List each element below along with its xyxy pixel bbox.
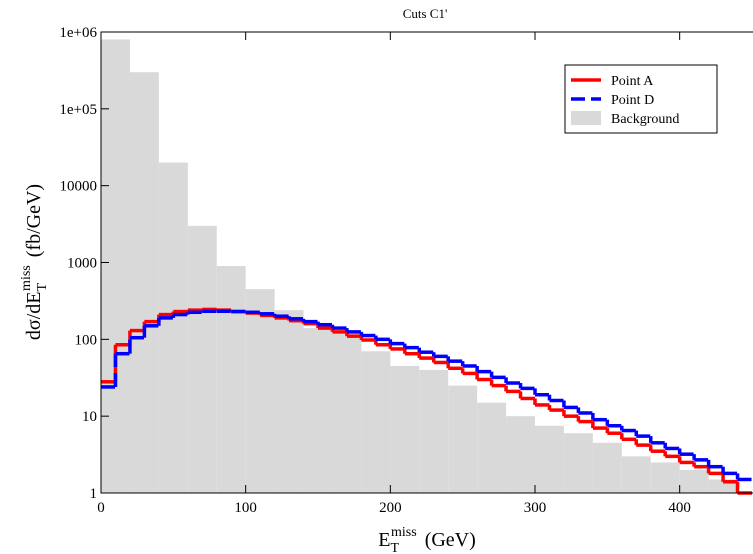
background-bar bbox=[390, 365, 420, 493]
y-tick-label: 1000 bbox=[67, 256, 97, 272]
y-tick-label: 10 bbox=[82, 409, 97, 425]
y-tick-label: 1e+06 bbox=[59, 25, 97, 41]
background-bar bbox=[592, 442, 622, 493]
background-bar bbox=[361, 351, 391, 493]
background-bar bbox=[187, 225, 217, 493]
y-label-sup: miss bbox=[19, 265, 34, 291]
x-tick-label: 300 bbox=[524, 500, 547, 516]
background-bar bbox=[506, 416, 535, 493]
background-bar bbox=[535, 425, 564, 493]
background-bar bbox=[129, 72, 159, 494]
legend-label: Background bbox=[611, 112, 679, 127]
background-bar bbox=[477, 402, 507, 493]
x-label-sub: T bbox=[390, 541, 399, 554]
background-bar bbox=[332, 333, 362, 493]
y-axis-label: dσ/dETmiss (fb/GeV) bbox=[19, 184, 50, 340]
y-tick-label: 1e+05 bbox=[59, 102, 97, 118]
x-label-base: E bbox=[378, 529, 390, 551]
chart-title: Cuts C1' bbox=[403, 6, 448, 21]
x-label-sup: miss bbox=[391, 525, 417, 540]
x-tick-label: 100 bbox=[234, 500, 257, 516]
step-line bbox=[101, 309, 752, 482]
background-bar bbox=[679, 469, 709, 493]
y-label-sub: T bbox=[35, 283, 50, 292]
background-bar bbox=[303, 328, 333, 493]
background-bar bbox=[650, 462, 680, 493]
x-tick-label: 200 bbox=[379, 500, 402, 516]
background-bar bbox=[621, 456, 651, 493]
x-tick-label: 400 bbox=[668, 500, 691, 516]
plot-area bbox=[101, 39, 752, 495]
y-tick-label: 100 bbox=[75, 332, 98, 348]
legend-label: Point D bbox=[611, 93, 654, 108]
background-bar bbox=[216, 266, 246, 493]
y-label-unit: (fb/GeV) bbox=[23, 184, 45, 257]
y-label-base: dσ/dE bbox=[23, 292, 45, 341]
background-bar bbox=[419, 369, 449, 493]
background-bar bbox=[245, 289, 275, 493]
x-axis-label: ETmiss (GeV) bbox=[378, 525, 476, 554]
x-label-unit: (GeV) bbox=[425, 529, 476, 551]
background-bar bbox=[448, 385, 478, 493]
y-tick-label: 10000 bbox=[60, 179, 98, 195]
x-tick-label: 0 bbox=[97, 500, 105, 516]
legend-label: Point A bbox=[611, 74, 654, 89]
background-bar bbox=[274, 310, 304, 493]
y-tick-label: 1 bbox=[90, 486, 98, 502]
background-bar bbox=[563, 433, 593, 493]
background-bar bbox=[158, 162, 188, 493]
background-bar bbox=[101, 39, 130, 493]
legend-swatch bbox=[571, 111, 601, 125]
